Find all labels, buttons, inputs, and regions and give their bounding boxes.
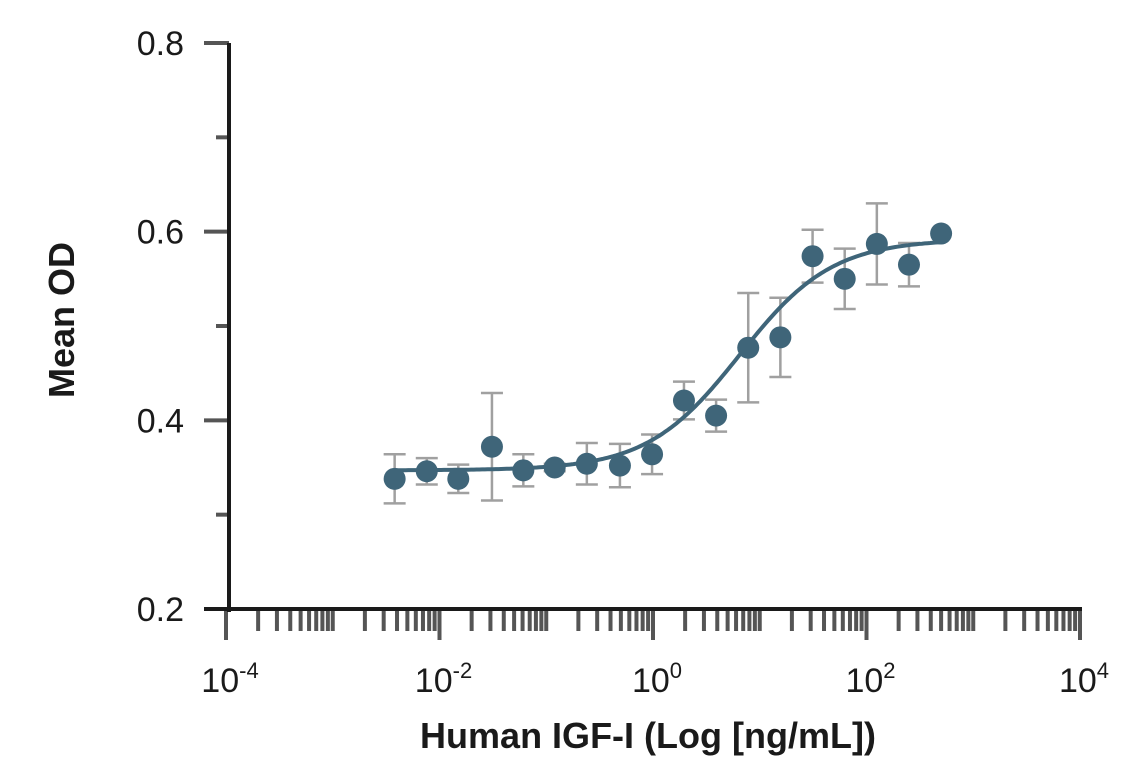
- data-point: [801, 245, 824, 268]
- y-tick-label: 0.2: [137, 591, 184, 629]
- data-point: [865, 232, 888, 255]
- fit-curve: [394, 240, 942, 473]
- y-tick-label: 0.4: [137, 402, 184, 440]
- x-tick-base: 10: [1059, 662, 1097, 700]
- x-tick-base: 10: [632, 662, 670, 700]
- data-point: [415, 460, 438, 483]
- x-tick-exponent: 2: [883, 658, 895, 683]
- x-tick-label: 10-4: [201, 658, 258, 700]
- y-tick-label: 0.8: [137, 25, 184, 63]
- x-tick-label: 104: [1059, 658, 1109, 700]
- data-point: [543, 456, 566, 479]
- x-tick-label: 102: [845, 658, 895, 700]
- x-tick-exponent: 0: [670, 658, 682, 683]
- data-point: [672, 389, 695, 412]
- x-tick-exponent: -2: [453, 658, 473, 683]
- x-tick-base: 10: [845, 662, 883, 700]
- data-point: [575, 452, 598, 475]
- data-point: [705, 404, 728, 427]
- data-point: [608, 454, 631, 477]
- x-tick-exponent: 4: [1097, 658, 1109, 683]
- data-point: [383, 467, 406, 490]
- data-point: [897, 253, 920, 276]
- data-point: [930, 222, 953, 245]
- x-tick-label: 100: [632, 658, 682, 700]
- x-tick-exponent: -4: [239, 658, 259, 683]
- x-tick-base: 10: [201, 662, 239, 700]
- data-point: [447, 467, 470, 490]
- data-point: [737, 336, 760, 359]
- x-tick-label: 10-2: [415, 658, 472, 700]
- data-point: [641, 443, 664, 466]
- data-point: [833, 267, 856, 290]
- y-axis-title: Mean OD: [41, 242, 82, 398]
- data-point: [512, 459, 535, 482]
- x-tick-base: 10: [415, 662, 453, 700]
- data-point: [769, 326, 792, 349]
- y-tick-label: 0.6: [137, 214, 184, 252]
- data-point: [480, 435, 503, 458]
- x-axis-title: Human IGF-I (Log [ng/mL]): [420, 715, 876, 756]
